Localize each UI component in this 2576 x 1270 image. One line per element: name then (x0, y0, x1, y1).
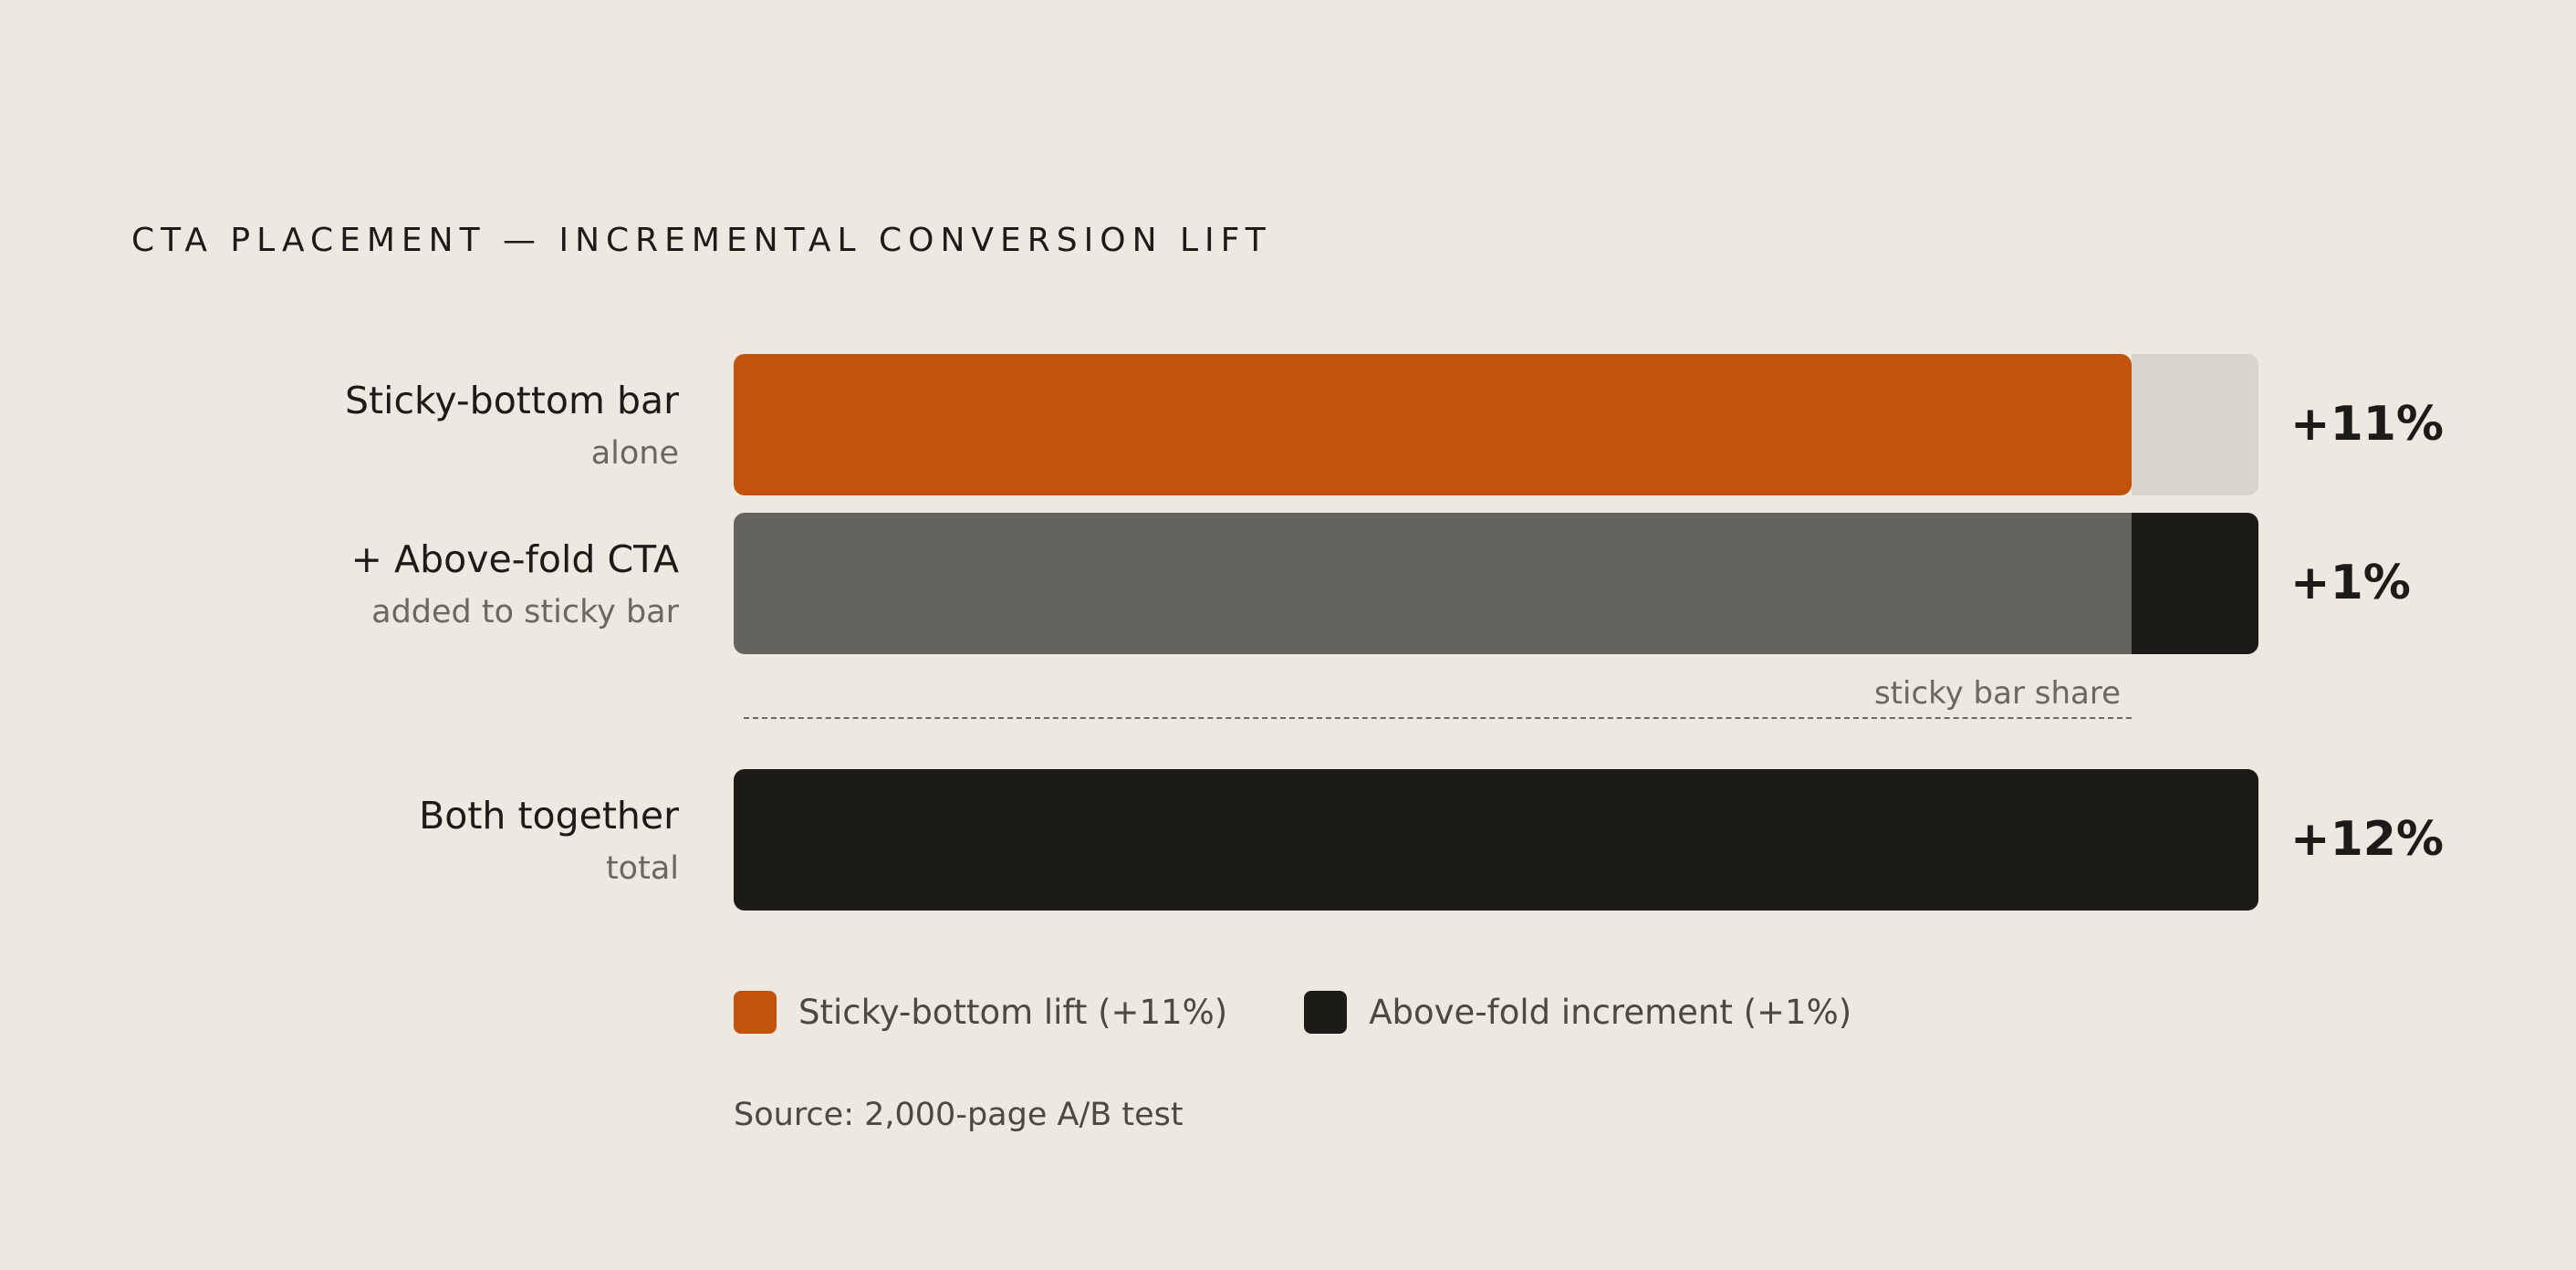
row-label-sticky: Sticky-bottom bar alone (345, 382, 679, 470)
bar-segment-remainder (2131, 354, 2258, 495)
legend-item-sticky: Sticky-bottom lift (+11%) (734, 991, 1227, 1034)
row-label-both: Both together total (419, 797, 679, 885)
legend-item-above-fold: Above-fold increment (+1%) (1304, 991, 1851, 1034)
value-label-both: +12% (2290, 812, 2445, 867)
row-label-sub: alone (590, 435, 679, 472)
row-label-main: Both together (419, 794, 679, 838)
value-label-above-fold: +1% (2290, 556, 2411, 610)
sticky-share-dashed-line (744, 717, 2132, 719)
legend-label: Sticky-bottom lift (+11%) (798, 993, 1228, 1032)
row-label-main: + Above-fold CTA (350, 537, 679, 581)
sticky-share-annotation: sticky bar share (1873, 675, 2121, 712)
bar-row-sticky (734, 354, 2258, 495)
row-label-sub: total (605, 850, 679, 887)
bar-segment-total (734, 769, 2258, 911)
bar-segment-above-fold (2131, 513, 2258, 654)
legend: Sticky-bottom lift (+11%) Above-fold inc… (734, 991, 1928, 1034)
value-label-sticky: +11% (2290, 397, 2445, 452)
bar-row-above-fold (734, 513, 2258, 654)
row-label-above-fold: + Above-fold CTA added to sticky bar (351, 541, 679, 629)
source-note: Source: 2,000-page A/B test (734, 1097, 1184, 1133)
bar-row-both (734, 769, 2258, 911)
row-label-main: Sticky-bottom bar (345, 379, 679, 422)
bar-segment-sticky (734, 354, 2132, 495)
legend-swatch-above-fold (1304, 991, 1348, 1034)
chart-title: CTA PLACEMENT — INCREMENTAL CONVERSION L… (131, 222, 1272, 259)
bar-segment-sticky-share (734, 513, 2132, 654)
legend-label: Above-fold increment (+1%) (1369, 993, 1852, 1032)
legend-swatch-sticky (734, 991, 777, 1034)
row-label-sub: added to sticky bar (371, 594, 679, 630)
